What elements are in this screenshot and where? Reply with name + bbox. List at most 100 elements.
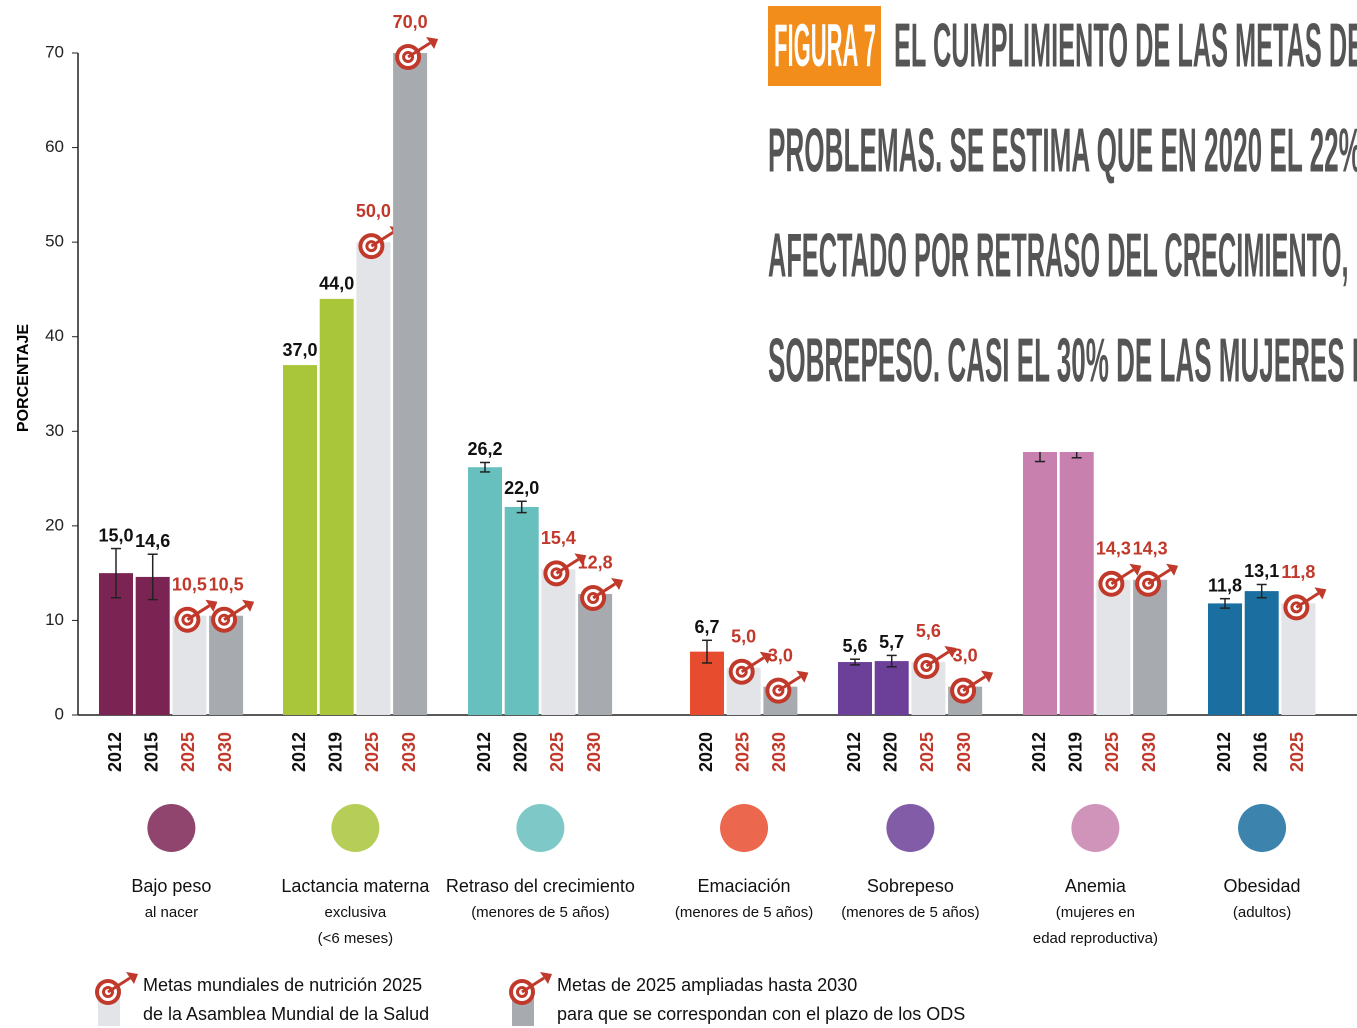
group-label: (menores de 5 años): [471, 904, 609, 921]
x-tick-label: 2025: [1287, 732, 1307, 772]
y-tick-label: 70: [45, 42, 64, 61]
group-icon: [886, 804, 934, 852]
group-icon: [1238, 804, 1286, 852]
title-line: SOBREPESO. CASI EL 30% DE LAS MUJERES DE: [768, 326, 1357, 395]
target-icon: [211, 600, 254, 633]
y-axis-label: PORCENTAJE: [15, 324, 32, 432]
target-icon: [765, 671, 808, 704]
title-line: PROBLEMAS. SE ESTIMA QUE EN 2020 EL 22% …: [768, 116, 1357, 185]
x-tick-label: 2030: [584, 732, 604, 772]
x-tick-label: 2016: [1250, 732, 1270, 772]
bar: [578, 594, 612, 715]
x-tick-label: 2020: [696, 732, 716, 772]
title-line: EL CUMPLIMIENTO DE LAS METAS DE: [894, 11, 1357, 80]
group-label: (adultos): [1233, 904, 1291, 921]
x-tick-label: 2030: [215, 732, 235, 772]
bar: [283, 365, 317, 715]
group-label: Emaciación: [698, 876, 791, 896]
x-tick-label: 2025: [362, 732, 382, 772]
value-label: 3,0: [768, 645, 793, 665]
group-label: Obesidad: [1224, 876, 1301, 896]
title-line: AFECTADO POR RETRASO DEL CRECIMIENTO, EL: [768, 221, 1357, 290]
target-icon: [509, 972, 552, 1005]
value-label: 12,8: [578, 553, 613, 573]
group-label: al nacer: [145, 904, 198, 921]
value-label: 6,7: [694, 617, 719, 637]
y-tick-label: 10: [45, 610, 64, 629]
value-label: 44,0: [319, 274, 354, 294]
group-label: Bajo peso: [131, 876, 211, 896]
x-tick-label: 2015: [141, 732, 161, 772]
legend-label: Metas mundiales de nutrición 2025: [143, 975, 422, 995]
group-label: Anemia: [1065, 876, 1127, 896]
group-icon: [147, 804, 195, 852]
x-tick-label: 2025: [917, 732, 937, 772]
x-tick-label: 2012: [105, 732, 125, 772]
bar: [1096, 580, 1130, 715]
value-label: 10,5: [172, 574, 207, 594]
y-tick-label: 20: [45, 515, 64, 534]
group-label: Sobrepeso: [867, 876, 954, 896]
bar: [1023, 441, 1057, 715]
value-label: 5,7: [879, 632, 904, 652]
bar: [541, 569, 575, 715]
value-label: 11,8: [1208, 575, 1242, 595]
figure-label: FIGURA 7: [774, 12, 876, 79]
bar: [1208, 603, 1242, 715]
bar: [468, 467, 502, 715]
target-icon: [950, 671, 993, 704]
value-label: 14,6: [135, 531, 170, 551]
x-tick-label: 2020: [510, 732, 530, 772]
value-label: 10,5: [209, 574, 244, 594]
group-label: (<6 meses): [318, 930, 393, 947]
value-label: 5,6: [842, 636, 867, 656]
value-label: 14,3: [1133, 539, 1168, 559]
x-tick-label: 2025: [732, 732, 752, 772]
group-label: exclusiva: [325, 904, 387, 921]
x-tick-label: 2030: [954, 732, 974, 772]
target-icon: [729, 652, 772, 685]
target-icon: [913, 646, 956, 679]
value-label: 70,0: [393, 12, 428, 32]
value-label: 11,8: [1281, 562, 1315, 582]
value-label: 50,0: [356, 201, 391, 221]
value-label: 5,0: [731, 626, 756, 646]
legend-label: para que se correspondan con el plazo de…: [557, 1004, 965, 1024]
value-label: 26,2: [467, 439, 502, 459]
x-tick-label: 2012: [474, 732, 494, 772]
value-label: 22,0: [504, 478, 539, 498]
x-tick-label: 2025: [1102, 732, 1122, 772]
bar: [393, 53, 427, 715]
legend-label: Metas de 2025 ampliadas hasta 2030: [557, 975, 857, 995]
target-icon: [1283, 587, 1326, 620]
group-icon: [516, 804, 564, 852]
value-label: 14,3: [1096, 539, 1131, 559]
target-icon: [395, 37, 438, 70]
y-tick-label: 30: [45, 421, 64, 440]
group-icon: [1071, 804, 1119, 852]
bar: [356, 242, 390, 715]
x-tick-label: 2025: [178, 732, 198, 772]
group-label: (menores de 5 años): [675, 904, 813, 921]
value-label: 15,4: [541, 528, 576, 548]
bar: [1133, 580, 1167, 715]
y-tick-label: 60: [45, 137, 64, 156]
bar: [875, 661, 909, 715]
chart: 010203040506070PORCENTAJE201220152025203…: [0, 0, 1357, 1028]
bar: [505, 507, 539, 715]
group-label: edad reproductiva): [1033, 930, 1158, 947]
group-icon: [720, 804, 768, 852]
bar: [1245, 591, 1279, 715]
bar: [320, 299, 354, 715]
bar: [1060, 445, 1094, 715]
x-tick-label: 2025: [547, 732, 567, 772]
x-tick-label: 2012: [1214, 732, 1234, 772]
y-tick-label: 0: [55, 704, 64, 723]
group-label: Lactancia materna: [281, 876, 430, 896]
value-label: 13,1: [1244, 561, 1279, 581]
x-tick-label: 2012: [844, 732, 864, 772]
group-label: (mujeres en: [1056, 904, 1135, 921]
bar: [838, 662, 872, 715]
x-tick-label: 2030: [769, 732, 789, 772]
target-icon: [1135, 564, 1178, 597]
